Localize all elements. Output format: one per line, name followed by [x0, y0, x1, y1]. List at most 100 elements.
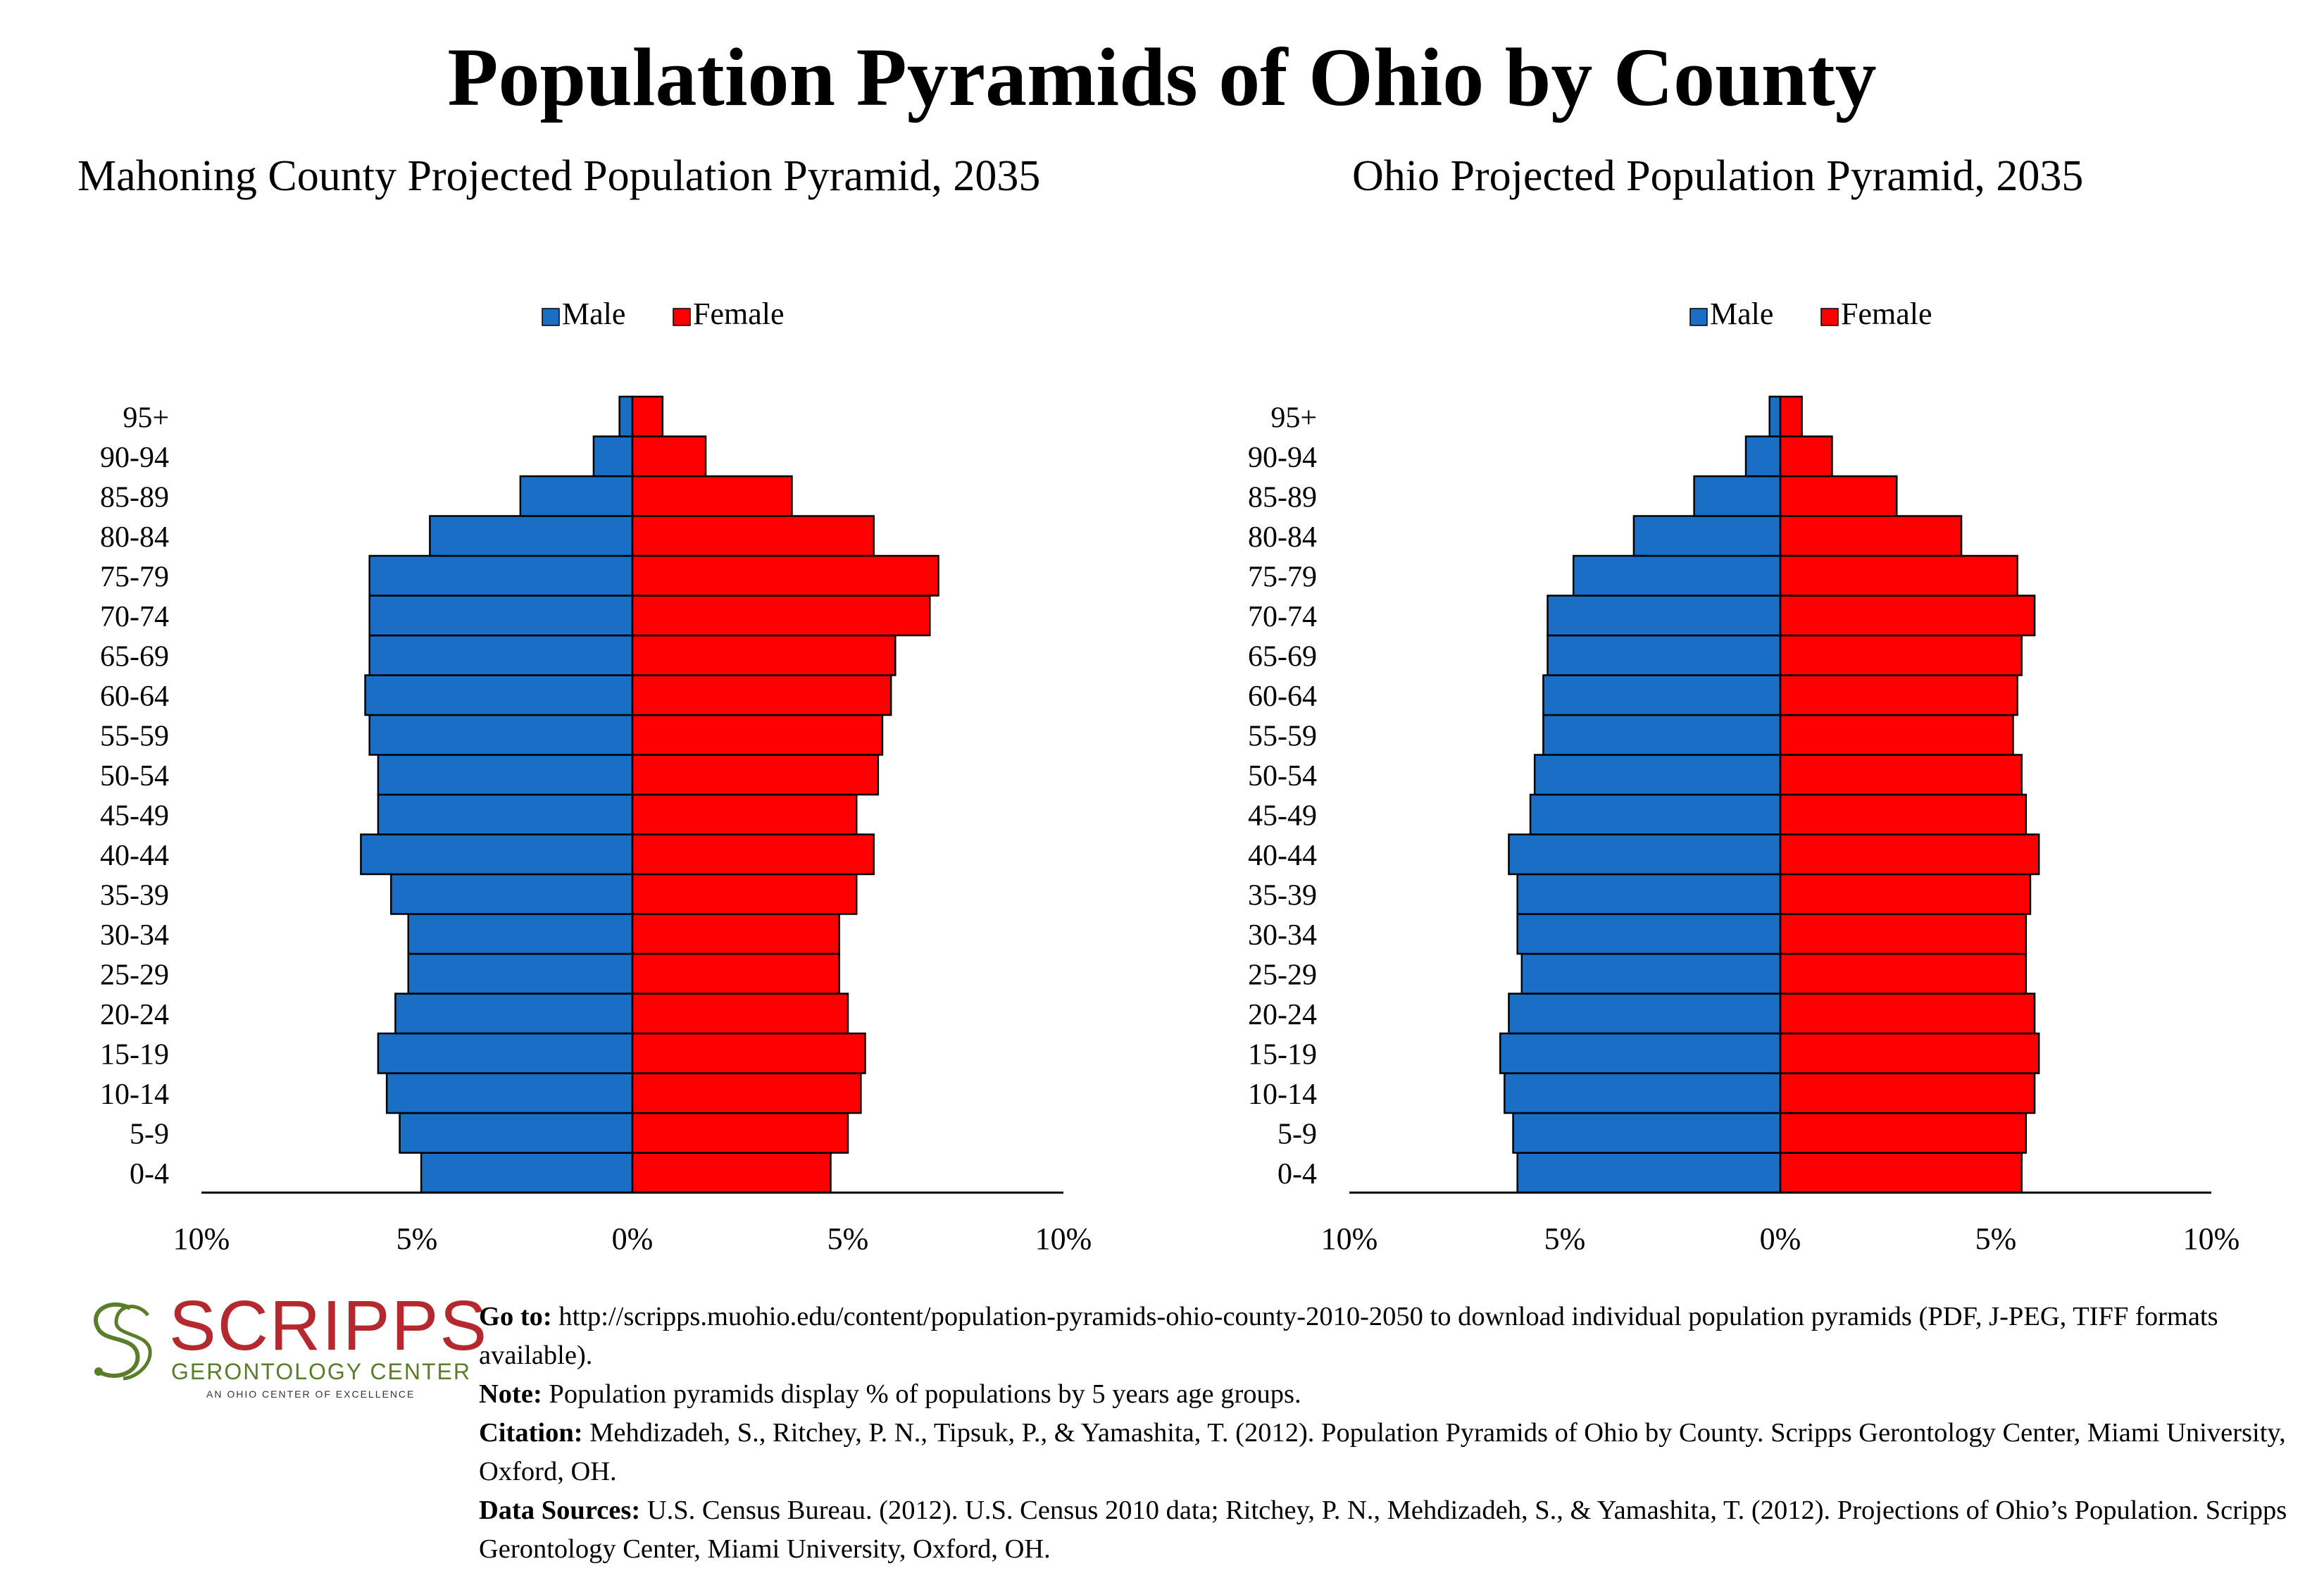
bar-male-50-54	[377, 754, 634, 796]
bar-male-95+	[618, 395, 634, 437]
age-label-15-19: 15-19	[100, 1038, 169, 1071]
age-label-75-79: 75-79	[1248, 561, 1317, 593]
bar-male-70-74	[368, 595, 634, 637]
bar-male-90-94	[592, 435, 634, 478]
age-label-70-74: 70-74	[100, 601, 169, 633]
citation-label: Citation:	[479, 1418, 583, 1448]
bar-female-65-69	[1779, 634, 2023, 676]
age-label-10-14: 10-14	[100, 1079, 169, 1111]
bar-male-35-39	[1516, 873, 1782, 915]
x-tick-label: 10%	[2183, 1222, 2240, 1256]
age-label-95+: 95+	[1270, 402, 1317, 434]
bar-female-75-79	[631, 554, 939, 597]
age-label-60-64: 60-64	[100, 680, 169, 713]
legend-swatch-male	[542, 308, 560, 326]
bar-male-30-34	[407, 913, 634, 955]
bar-male-0-4	[420, 1152, 634, 1194]
bar-male-55-59	[1542, 714, 1782, 756]
age-label-30-34: 30-34	[100, 919, 169, 952]
bar-female-10-14	[1779, 1072, 2036, 1114]
bar-female-5-9	[1779, 1112, 2028, 1154]
age-label-45-49: 45-49	[1248, 800, 1317, 832]
age-label-95+: 95+	[123, 402, 169, 434]
citation-text: Mehdizadeh, S., Ritchey, P. N., Tipsuk, …	[479, 1418, 2286, 1486]
bar-female-5-9	[631, 1112, 849, 1154]
bar-male-95+	[1768, 395, 1782, 437]
age-label-25-29: 25-29	[100, 959, 169, 991]
bar-male-35-39	[390, 873, 634, 915]
age-label-15-19: 15-19	[1248, 1038, 1317, 1071]
bar-female-20-24	[1779, 993, 2036, 1035]
bar-male-30-34	[1516, 913, 1782, 955]
age-label-65-69: 65-69	[100, 640, 169, 673]
legend-label-male: Male	[562, 297, 625, 331]
age-label-20-24: 20-24	[1248, 999, 1317, 1031]
bar-female-75-79	[1779, 554, 2018, 597]
age-label-35-39: 35-39	[1248, 879, 1317, 912]
bar-male-65-69	[1547, 634, 1782, 676]
legend-label-female: Female	[1841, 297, 1932, 331]
note-text: Population pyramids display % of populat…	[542, 1379, 1301, 1409]
bar-male-25-29	[1520, 952, 1782, 995]
bar-male-40-44	[360, 833, 634, 876]
bar-female-55-59	[631, 714, 884, 756]
age-label-65-69: 65-69	[1248, 640, 1317, 673]
scripps-logo: SCRIPPS GERONTOLOGY CENTER AN OHIO CENTE…	[81, 1286, 487, 1412]
age-label-40-44: 40-44	[100, 840, 169, 872]
bar-male-50-54	[1533, 754, 1782, 796]
x-tick-label: 5%	[1975, 1222, 2017, 1256]
bar-male-10-14	[1504, 1072, 1782, 1114]
legend-swatch-female	[1820, 308, 1839, 326]
x-tick-label: 5%	[396, 1222, 438, 1256]
bar-female-0-4	[1779, 1152, 2023, 1194]
bar-female-85-89	[1779, 475, 1898, 517]
logo-tagline: AN OHIO CENTER OF EXCELLENCE	[206, 1388, 416, 1400]
age-label-35-39: 35-39	[100, 879, 169, 912]
x-tick-label: 10%	[1321, 1222, 1378, 1256]
bar-female-35-39	[631, 873, 858, 915]
age-label-70-74: 70-74	[1248, 601, 1317, 633]
legend-swatch-female	[673, 308, 691, 326]
bar-male-80-84	[1632, 515, 1782, 557]
pyramid-charts: Male Female 0-4 5-9 10-14 15-19 20-24 25-29 30-3…	[100, 297, 2240, 1256]
bar-female-80-84	[1779, 515, 1963, 557]
bar-female-40-44	[631, 833, 875, 876]
bar-female-90-94	[631, 435, 707, 478]
age-label-85-89: 85-89	[1248, 481, 1317, 514]
age-label-55-59: 55-59	[100, 720, 169, 752]
age-label-5-9: 5-9	[1277, 1118, 1317, 1150]
x-tick-label: 5%	[1544, 1222, 1586, 1256]
bar-female-50-54	[631, 754, 880, 796]
goto-text: http://scripps.muohio.edu/content/popula…	[479, 1302, 2218, 1370]
bar-male-45-49	[1529, 793, 1782, 835]
bar-female-0-4	[631, 1152, 832, 1194]
bar-female-50-54	[1779, 754, 2023, 796]
age-label-90-94: 90-94	[1248, 442, 1317, 474]
bar-male-85-89	[519, 475, 634, 517]
bar-male-5-9	[1512, 1112, 1782, 1154]
footer-sources: Data Sources: U.S. Census Bureau. (2012)…	[479, 1491, 2310, 1569]
bar-male-10-14	[385, 1072, 634, 1114]
bar-female-95+	[1779, 395, 1803, 437]
bar-male-15-19	[1499, 1032, 1782, 1074]
footer-goto: Go to: http://scripps.muohio.edu/content…	[479, 1298, 2310, 1375]
goto-label: Go to:	[479, 1302, 552, 1331]
sources-text: U.S. Census Bureau. (2012). U.S. Census …	[479, 1496, 2287, 1564]
logo-subtitle: GERONTOLOGY CENTER	[171, 1359, 471, 1384]
sources-label: Data Sources:	[479, 1496, 641, 1525]
bar-male-65-69	[368, 634, 634, 676]
age-label-20-24: 20-24	[100, 999, 169, 1031]
bar-male-5-9	[399, 1112, 634, 1154]
footer-citation: Citation: Mehdizadeh, S., Ritchey, P. N.…	[479, 1414, 2310, 1491]
legend-label-female: Female	[693, 297, 785, 331]
x-tick-label: 0%	[1760, 1222, 1801, 1256]
age-label-60-64: 60-64	[1248, 680, 1317, 713]
age-label-45-49: 45-49	[100, 800, 169, 832]
bar-male-85-89	[1693, 475, 1782, 517]
left-chart-subtitle: Mahoning County Projected Population Pyr…	[77, 152, 1041, 200]
age-label-40-44: 40-44	[1248, 840, 1317, 872]
age-label-30-34: 30-34	[1248, 919, 1317, 952]
bar-male-55-59	[368, 714, 634, 756]
age-label-90-94: 90-94	[100, 442, 169, 474]
age-label-0-4: 0-4	[1277, 1158, 1317, 1191]
